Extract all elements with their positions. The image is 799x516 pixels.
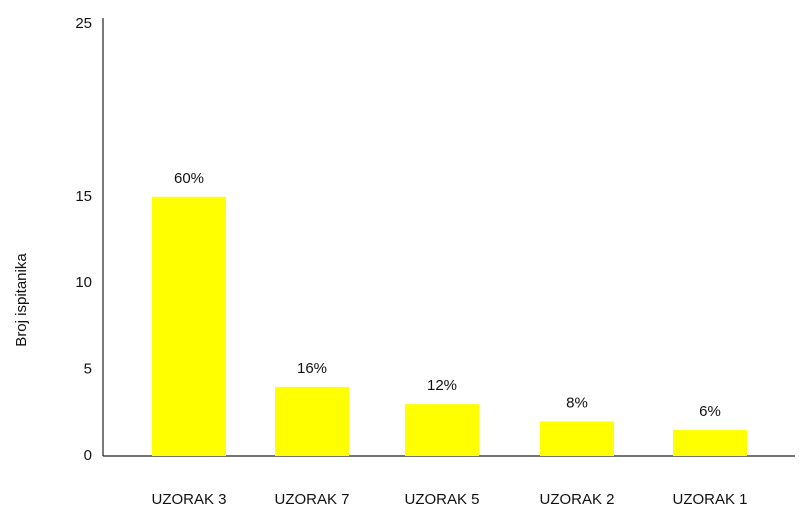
y-tick-label: 0	[84, 447, 92, 464]
y-tick-label: 15	[75, 188, 92, 205]
value-label: 6%	[699, 403, 721, 420]
y-tick-label: 5	[84, 361, 92, 378]
x-tick-label: UZORAK 2	[539, 491, 614, 508]
bar	[540, 421, 614, 456]
value-label: 60%	[174, 170, 204, 187]
x-tick-label: UZORAK 1	[672, 491, 747, 508]
bar	[152, 196, 226, 457]
bar	[673, 430, 747, 456]
x-tick-label: UZORAK 7	[274, 491, 349, 508]
y-tick-label: 10	[75, 274, 92, 291]
value-label: 12%	[427, 377, 457, 394]
y-tick-label: 25	[75, 15, 92, 32]
bar	[275, 386, 349, 456]
x-tick-label: UZORAK 5	[404, 491, 479, 508]
x-tick-label: UZORAK 3	[151, 491, 226, 508]
bar	[405, 404, 479, 456]
value-label: 8%	[566, 394, 588, 411]
y-axis-label: Broj ispitanika	[13, 253, 30, 347]
value-label: 16%	[297, 360, 327, 377]
